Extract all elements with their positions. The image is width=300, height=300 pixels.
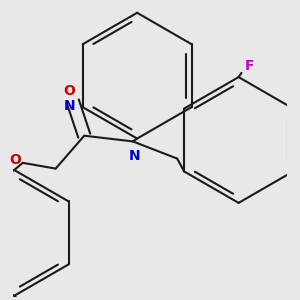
Text: N: N [64, 99, 76, 113]
Text: O: O [63, 84, 75, 98]
Text: F: F [244, 59, 254, 73]
Text: O: O [10, 153, 21, 167]
Text: N: N [128, 148, 140, 163]
